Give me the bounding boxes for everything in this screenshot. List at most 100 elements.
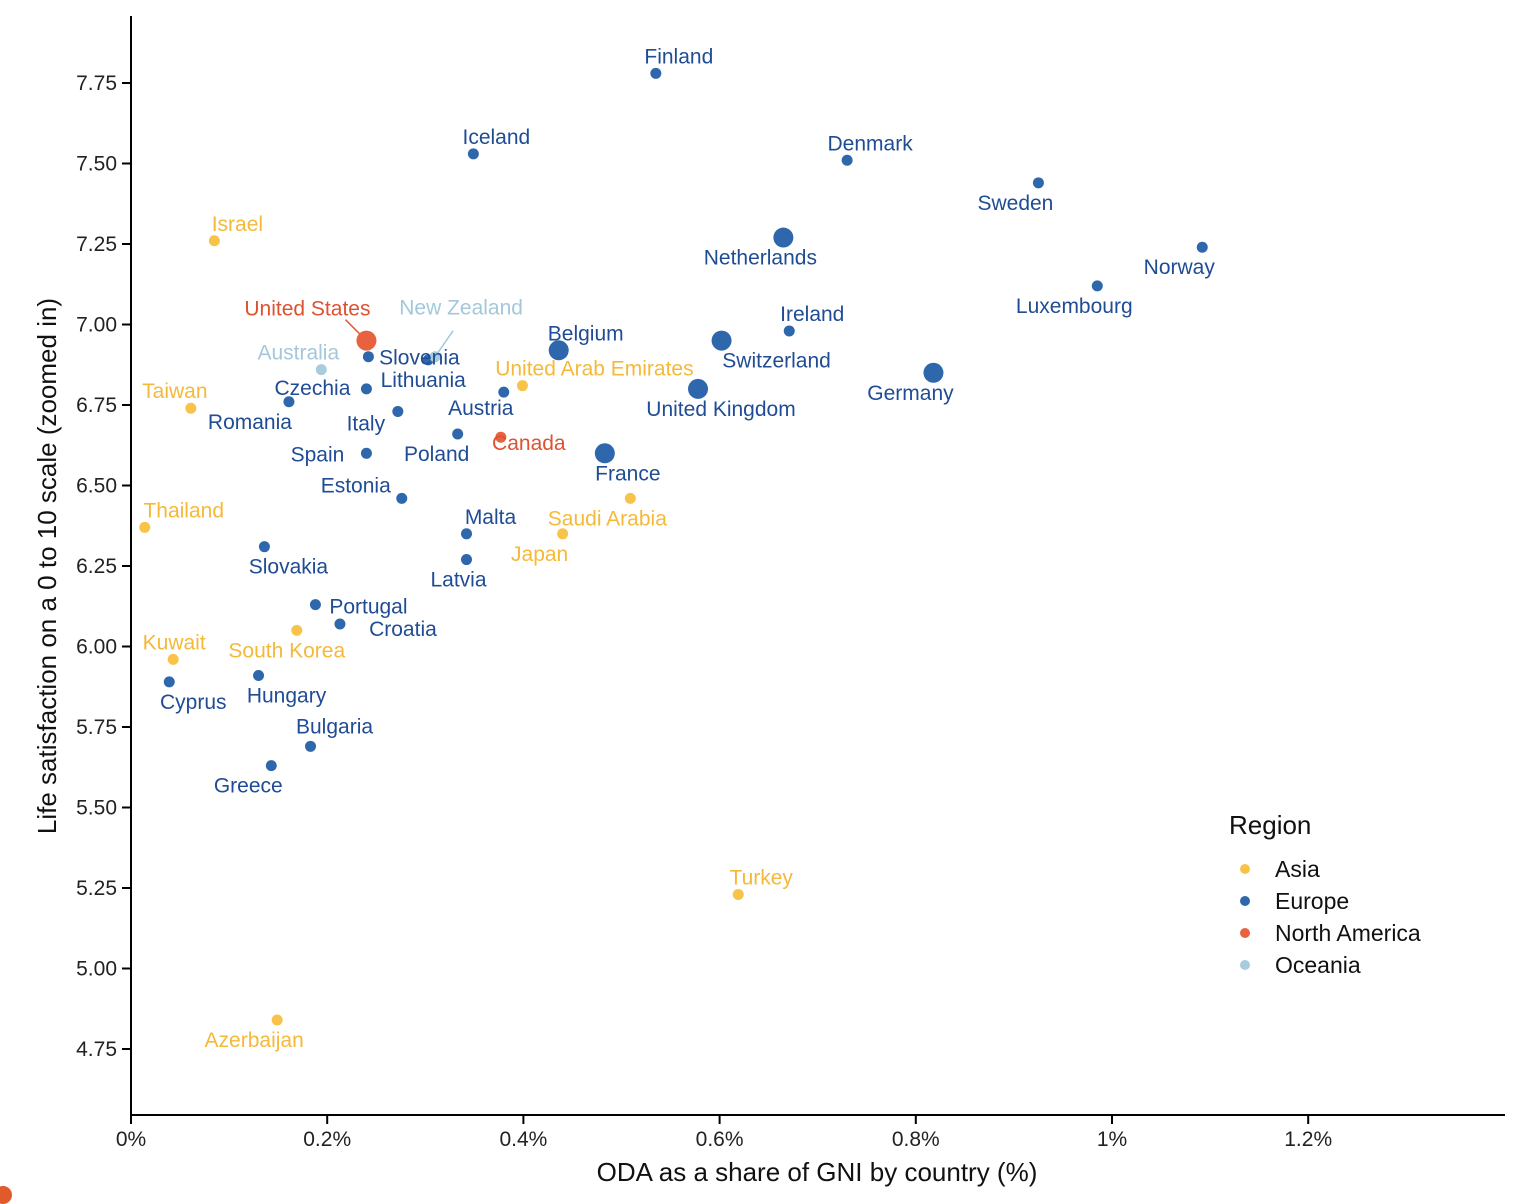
label-spain: Spain: [291, 443, 345, 466]
label-cyprus: Cyprus: [160, 691, 227, 714]
point-switzerland: [711, 330, 732, 351]
axes: [130, 16, 1505, 1116]
point-iceland: [467, 148, 479, 160]
label-australia: Australia: [257, 342, 339, 365]
legend-swatch-north-america: [1240, 928, 1250, 938]
label-japan: Japan: [511, 543, 568, 566]
point-saudi-arabia: [624, 492, 636, 504]
point-denmark: [841, 154, 853, 166]
data-points: [139, 67, 1208, 1026]
y-tick-label: 5.75: [76, 716, 117, 739]
legend-swatch-oceania: [1240, 960, 1250, 970]
label-united-arab-emirates: United Arab Emirates: [495, 358, 693, 381]
point-norway: [1196, 241, 1208, 253]
point-estonia: [396, 492, 408, 504]
corner-badge: [0, 1186, 12, 1204]
label-belgium: Belgium: [548, 322, 624, 345]
y-tick-label: 7.25: [76, 233, 117, 256]
y-ticks: 4.75 5.00 5.25 5.50 5.75 6.00 6.25 6.50 6.75 7.00…: [76, 72, 131, 1061]
point-thailand: [139, 521, 151, 533]
legend-swatch-europe: [1240, 896, 1250, 906]
y-tick-label: 6.00: [76, 636, 117, 659]
label-taiwan: Taiwan: [142, 380, 207, 403]
label-poland: Poland: [404, 443, 469, 466]
point-malta: [461, 528, 473, 540]
point-latvia: [461, 554, 473, 566]
label-thailand: Thailand: [143, 499, 224, 522]
label-czechia: Czechia: [275, 377, 351, 400]
point-kuwait: [167, 653, 179, 665]
label-netherlands: Netherlands: [704, 247, 817, 270]
point-romania: [283, 396, 295, 408]
point-italy: [392, 405, 404, 417]
legend: Region Asia Europe North America Oceania: [1229, 810, 1421, 978]
point-israel: [208, 235, 220, 247]
label-germany: Germany: [867, 382, 954, 405]
legend-swatch-asia: [1240, 864, 1250, 874]
label-iceland: Iceland: [463, 126, 531, 149]
label-kuwait: Kuwait: [143, 631, 206, 654]
x-tick-label: 0.4%: [499, 1128, 547, 1151]
label-france: France: [595, 462, 660, 485]
y-tick-label: 6.75: [76, 394, 117, 417]
point-bulgaria: [305, 740, 317, 752]
label-switzerland: Switzerland: [722, 350, 831, 373]
point-slovakia: [258, 541, 270, 553]
label-united-kingdom: United Kingdom: [646, 398, 795, 421]
point-netherlands: [773, 227, 794, 248]
point-japan: [557, 528, 569, 540]
point-taiwan: [185, 402, 197, 414]
data-labels: Finland Iceland Denmark Sweden Netherlands No…: [142, 45, 1215, 1052]
point-slovenia: [362, 351, 374, 363]
label-lithuania: Lithuania: [381, 369, 467, 392]
point-czechia: [360, 383, 372, 395]
point-luxembourg: [1091, 280, 1103, 292]
label-south-korea: South Korea: [228, 639, 345, 662]
label-slovakia: Slovakia: [249, 556, 329, 579]
point-ireland: [783, 325, 795, 337]
point-turkey: [732, 888, 744, 900]
label-croatia: Croatia: [369, 618, 437, 641]
x-ticks: 0% 0.2% 0.4% 0.6% 0.8% 1% 1.2%: [116, 1115, 1332, 1151]
label-malta: Malta: [465, 506, 517, 529]
label-bulgaria: Bulgaria: [296, 715, 373, 738]
y-tick-label: 4.75: [76, 1038, 117, 1061]
label-sweden: Sweden: [977, 192, 1053, 215]
y-tick-label: 7.50: [76, 153, 117, 176]
label-israel: Israel: [212, 213, 263, 236]
legend-label-north-america: North America: [1275, 920, 1421, 946]
point-belgium: [548, 340, 569, 361]
y-tick-label: 5.00: [76, 958, 117, 981]
x-tick-label: 0%: [116, 1128, 146, 1151]
label-italy: Italy: [347, 412, 386, 435]
label-estonia: Estonia: [321, 474, 391, 497]
label-canada: Canada: [492, 432, 566, 455]
point-south-korea: [291, 624, 303, 636]
x-tick-label: 0.2%: [303, 1128, 351, 1151]
label-turkey: Turkey: [730, 866, 794, 889]
label-saudi-arabia: Saudi Arabia: [548, 507, 667, 530]
y-tick-label: 6.25: [76, 555, 117, 578]
point-spain: [360, 447, 372, 459]
label-united-states: United States: [244, 298, 370, 321]
label-new-zealand: New Zealand: [399, 297, 523, 320]
x-axis-title: ODA as a share of GNI by country (%): [597, 1157, 1038, 1187]
point-new-zealand: [429, 351, 441, 363]
point-germany: [923, 362, 944, 383]
label-greece: Greece: [214, 775, 283, 798]
point-poland: [452, 428, 464, 440]
label-denmark: Denmark: [828, 132, 914, 155]
label-slovenia: Slovenia: [379, 347, 460, 370]
y-axis-title: Life satisfaction on a 0 to 10 scale (zo…: [32, 298, 62, 834]
point-finland: [650, 67, 662, 79]
label-hungary: Hungary: [247, 684, 327, 707]
point-canada: [495, 431, 507, 443]
point-portugal: [309, 599, 321, 611]
x-tick-label: 0.6%: [696, 1128, 744, 1151]
point-united-kingdom: [688, 378, 709, 399]
point-hungary: [253, 669, 265, 681]
point-sweden: [1032, 177, 1044, 189]
label-norway: Norway: [1144, 256, 1216, 279]
legend-label-asia: Asia: [1275, 856, 1320, 882]
